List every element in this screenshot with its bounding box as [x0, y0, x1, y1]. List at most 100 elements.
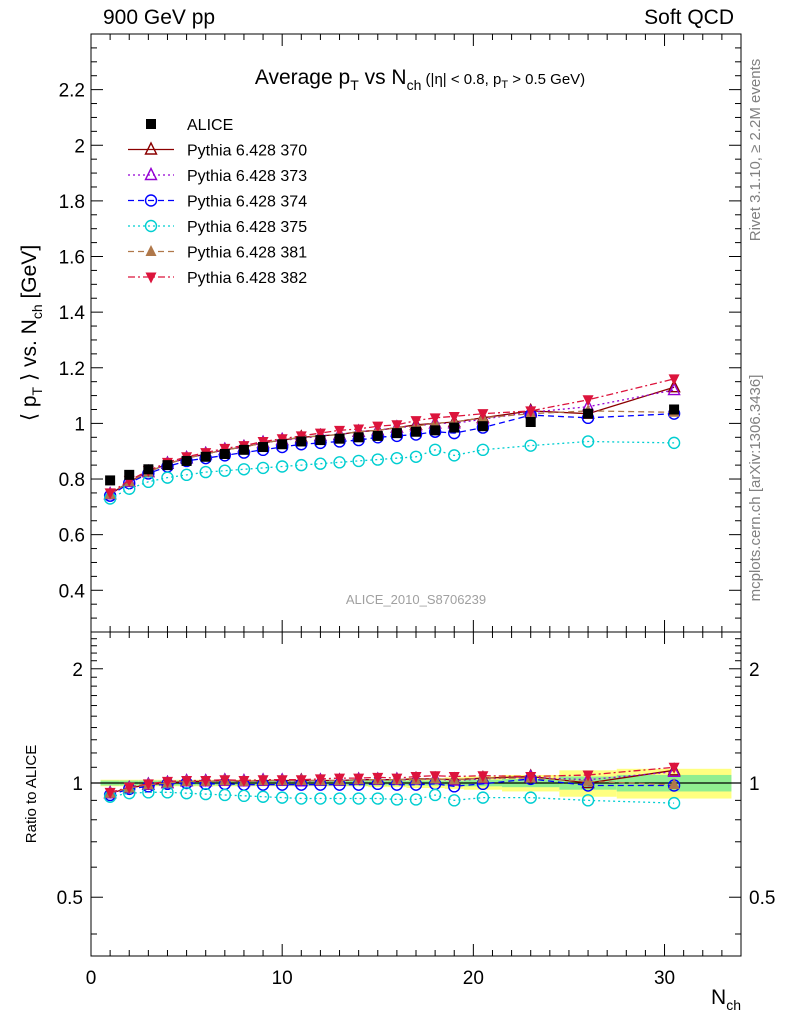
- main-y-tick-label: 0.6: [59, 526, 85, 547]
- ratio-y-axis-label: Ratio to ALICE: [23, 745, 40, 843]
- main-p375-point: [667, 436, 681, 450]
- main-p382-point: [104, 488, 116, 500]
- main-p382-point: [429, 413, 441, 425]
- main-p375-point: [581, 435, 595, 448]
- ratio-p375-point: [256, 790, 270, 803]
- ratio-y-tick-label: 0.5: [57, 888, 83, 909]
- ratio-p382-point: [391, 773, 403, 785]
- main-p375-point: [409, 450, 423, 463]
- main-panel: 0.4 0.6 0.8 1 1.2 1.4 1.6 1.8 2 2.2 Average pT vs…: [18, 33, 742, 633]
- ratio-p375-point: [333, 792, 346, 805]
- main-ALICE-point: [219, 448, 230, 459]
- main-plot-area: [103, 374, 681, 505]
- ratio-p375-point: [199, 787, 212, 801]
- main-p382-point: [477, 409, 489, 421]
- ratio-p382-point: [410, 772, 422, 784]
- legend-marker-p375: [144, 219, 158, 233]
- ratio-p375-point: [180, 786, 193, 800]
- ratio-p382-point: [142, 779, 154, 791]
- ratio-p382-point: [668, 762, 680, 774]
- main-p375-point: [295, 458, 308, 472]
- main-y-tick-label: 0.8: [59, 470, 85, 491]
- main-ALICE-point: [477, 421, 488, 432]
- legend-label-p370: Pythia 6.428 370: [187, 143, 307, 160]
- main-p373-point: [667, 381, 681, 396]
- main-p382-point: [410, 416, 422, 428]
- ratio-plot-area: [91, 762, 741, 810]
- ratio-y-tick-label: 1: [72, 774, 83, 795]
- ratio-p382-point: [181, 776, 193, 788]
- main-ALICE-point: [430, 425, 441, 436]
- main-ALICE-point: [449, 422, 460, 433]
- main-p375-point: [333, 456, 346, 469]
- main-p375-point: [428, 443, 442, 457]
- main-y-tick-label: 2.2: [59, 81, 85, 102]
- main-ALICE-point: [334, 433, 345, 444]
- main-ALICE-point: [200, 451, 211, 462]
- main-y-tick-label: 1.6: [59, 248, 85, 269]
- main-p382-point: [668, 374, 680, 386]
- main-p382-point: [372, 421, 384, 433]
- ratio-p382-point: [200, 776, 212, 788]
- ratio-p375-point: [581, 794, 595, 807]
- main-p382-point: [314, 428, 326, 440]
- main-p375-point: [371, 453, 384, 466]
- main-y-axis-label: ⟨ pT ⟩ vs. Nch [GeV]: [18, 245, 45, 421]
- main-p375-point: [256, 461, 270, 475]
- legend-label-p375: Pythia 6.428 375: [187, 219, 307, 236]
- main-ALICE-point: [258, 442, 269, 453]
- ratio-p382-point: [104, 787, 116, 799]
- ratio-p382-point: [372, 772, 384, 784]
- ratio-p382-point: [429, 771, 441, 783]
- ratio-p382-point: [257, 775, 269, 787]
- x-tick-label: 20: [463, 968, 484, 989]
- main-ALICE-point: [105, 475, 116, 486]
- ratio-p382-point: [334, 773, 346, 785]
- main-p375-point: [161, 471, 174, 484]
- ratio-p382-point: [219, 775, 231, 787]
- main-y-tick-label: 2: [74, 136, 85, 157]
- ratio-p375-point: [667, 796, 681, 810]
- main-p375-point: [199, 465, 212, 479]
- ratio-p382-point: [448, 772, 460, 784]
- main-p373-line: [109, 389, 675, 495]
- x-tick-label: 10: [272, 968, 293, 989]
- main-p382-point: [582, 395, 594, 407]
- legend-label-ALICE: ALICE: [187, 117, 233, 134]
- mcplots-reference-label: mcplots.cern.ch [arXiv:1306.3436]: [747, 375, 764, 602]
- main-p374-line: [109, 413, 675, 497]
- legend-label-p374: Pythia 6.428 374: [187, 194, 307, 211]
- ratio-p375-point: [352, 792, 365, 805]
- ratio-p375-point: [371, 792, 384, 805]
- main-p375-point: [180, 468, 193, 482]
- main-ALICE-point: [238, 444, 249, 455]
- main-ALICE-point: [353, 432, 364, 443]
- ratio-p375-point: [390, 793, 404, 806]
- main-p375-point: [237, 463, 251, 476]
- chart-title: Average pT vs Nch (|η| < 0.8, pT > 0.5 G…: [255, 66, 585, 93]
- main-p382-point: [353, 424, 365, 436]
- main-p375-point: [476, 443, 490, 457]
- main-p375-point: [275, 460, 289, 473]
- category-label: Soft QCD: [644, 6, 734, 29]
- main-ALICE-point: [277, 439, 288, 450]
- ratio-p382-point: [314, 774, 326, 786]
- main-p375-point: [524, 439, 537, 452]
- x-tick-label: 30: [654, 968, 675, 989]
- main-p375-point: [218, 464, 232, 477]
- main-y-tick-label: 1.8: [59, 192, 85, 213]
- ratio-p375-point: [275, 791, 289, 804]
- legend-marker-p373: [144, 166, 158, 181]
- ratio-p382-point: [353, 773, 365, 785]
- main-p382-point: [391, 420, 403, 432]
- main-ALICE-point: [669, 404, 680, 415]
- ratio-p375-point: [314, 792, 327, 805]
- legend-label-p381: Pythia 6.428 381: [187, 245, 307, 262]
- legend-marker-ALICE: [146, 119, 156, 129]
- ratio-p375-point: [409, 793, 423, 806]
- ratio-panel: 0.5 0.51 12 20 10 20 30 Ratio to ALICE Nch: [23, 631, 775, 1013]
- ratio-p375-point: [448, 794, 461, 807]
- main-ALICE-point: [124, 469, 135, 480]
- ratio-p382-point: [276, 775, 288, 787]
